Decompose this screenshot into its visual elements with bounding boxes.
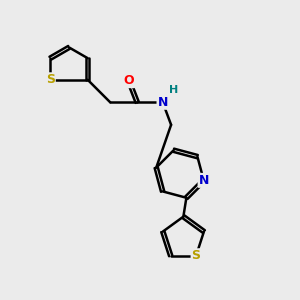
Text: N: N — [158, 96, 168, 109]
Text: O: O — [124, 74, 134, 87]
Text: N: N — [199, 174, 209, 187]
Text: H: H — [169, 85, 179, 95]
Text: S: S — [192, 249, 201, 262]
Text: S: S — [46, 73, 55, 86]
